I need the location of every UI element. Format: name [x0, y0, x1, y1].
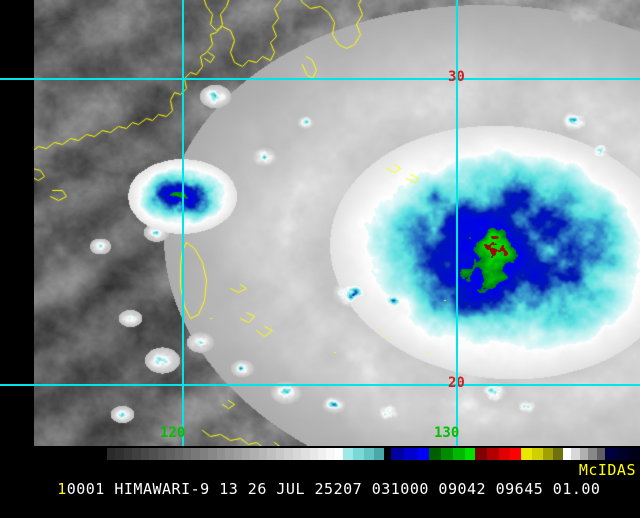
colorbar-segment — [498, 448, 511, 460]
colorbar-segment — [292, 448, 302, 460]
colorbar-segment — [275, 448, 285, 460]
colorbar-segment — [417, 448, 430, 460]
colorbar-segment — [532, 448, 543, 460]
colorbar-segment — [552, 448, 563, 460]
satellite-image-panel: 3020120130 — [0, 0, 640, 446]
colorbar-segment — [182, 448, 192, 460]
graticule-latitude-line — [0, 78, 640, 80]
colorbar-segment — [123, 448, 133, 460]
mcidas-brand-label: McIDAS — [578, 461, 636, 479]
graticule-latitude-line — [0, 384, 640, 386]
cloud-field-canvas — [34, 0, 640, 446]
colorbar-segment — [267, 448, 276, 460]
colorbar-segment — [571, 448, 580, 460]
colorbar-segment — [383, 448, 391, 460]
colorbar-segment — [191, 448, 200, 460]
colorbar-segment — [486, 448, 499, 460]
colorbar-segment — [628, 448, 640, 460]
colorbar-segment — [301, 448, 310, 460]
colorbar-segment — [429, 448, 442, 460]
colorbar-segment — [233, 448, 242, 460]
colorbar-segment — [242, 448, 251, 460]
colorbar-segment — [363, 448, 374, 460]
area-digit: 1 — [57, 480, 67, 498]
colorbar-segment — [250, 448, 259, 460]
colorbar-segment — [542, 448, 553, 460]
colorbar-segment — [107, 448, 116, 460]
colorbar-segment — [149, 448, 158, 460]
colorbar-segment — [588, 448, 597, 460]
colorbar-segment — [132, 448, 141, 460]
colorbar-segment — [166, 448, 175, 460]
graticule-longitude-line — [456, 0, 458, 446]
colorbar-segment — [115, 448, 124, 460]
graticule-longitude-line — [182, 0, 184, 446]
longitude-label: 120 — [160, 425, 186, 441]
mcidas-image-window: 3020120130 10001 HIMAWARI-9 13 26 JUL 25… — [0, 0, 640, 498]
bottom-annotation-strip: 10001 HIMAWARI-9 13 26 JUL 25207 031000 … — [0, 446, 640, 498]
colorbar-segment — [216, 448, 226, 460]
colorbar-segment — [464, 448, 475, 460]
colorbar-segment — [390, 448, 405, 460]
colorbar-segment — [579, 448, 589, 460]
colorbar-segment — [520, 448, 533, 460]
colorbar-segment — [604, 448, 617, 460]
colorbar-segment — [474, 448, 487, 460]
colorbar-segment — [562, 448, 572, 460]
infrared-raster — [34, 0, 640, 446]
colorbar-segment — [317, 448, 327, 460]
colorbar-segment — [404, 448, 418, 460]
colorbar-segment — [334, 448, 344, 460]
colorbar-segment — [174, 448, 183, 460]
colorbar-segment — [453, 448, 465, 460]
annotation-line: 10001 HIMAWARI-9 13 26 JUL 25207 031000 … — [0, 461, 640, 498]
colorbar-segment — [284, 448, 293, 460]
colorbar-segment — [309, 448, 318, 460]
annotation-text: 0001 HIMAWARI-9 13 26 JUL 25207 031000 0… — [66, 480, 601, 498]
longitude-label: 130 — [434, 425, 460, 441]
colorbar-segment — [441, 448, 454, 460]
colorbar-segment — [140, 448, 150, 460]
colorbar-segment — [596, 448, 605, 460]
colorbar-segment — [326, 448, 335, 460]
colorbar-segment — [199, 448, 209, 460]
colorbar-segment — [225, 448, 234, 460]
colorbar-segment — [157, 448, 167, 460]
colorbar-segment — [343, 448, 354, 460]
colorbar-segment — [373, 448, 384, 460]
colorbar-segment — [258, 448, 268, 460]
colorbar-segment — [353, 448, 364, 460]
enhancement-colorbar — [107, 448, 640, 460]
colorbar-segment — [510, 448, 521, 460]
colorbar-segment — [208, 448, 217, 460]
colorbar-segment — [616, 448, 629, 460]
